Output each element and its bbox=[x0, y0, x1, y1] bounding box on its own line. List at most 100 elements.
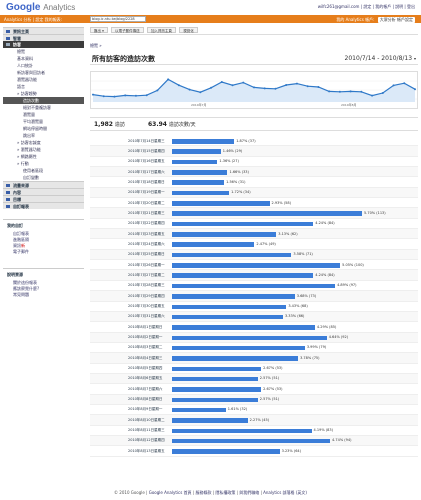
trend-point[interactable] bbox=[253, 86, 255, 89]
sidebar-item-23[interactable]: 內容 bbox=[3, 188, 84, 195]
trend-point[interactable] bbox=[210, 86, 213, 89]
visualize-button[interactable]: 視覺化 bbox=[179, 27, 198, 33]
account-dropdown[interactable]: 大眾分析 帳戶設定 bbox=[377, 16, 415, 23]
table-row[interactable]: 2010年7月27日星期二 4.24% (84) bbox=[90, 270, 418, 281]
table-row[interactable]: 2010年8月2日星期一 4.64% (92) bbox=[90, 332, 418, 343]
trend-point[interactable] bbox=[285, 84, 288, 86]
table-row[interactable]: 2010年8月12日星期四 4.74% (94) bbox=[90, 435, 418, 447]
custom-link-2[interactable]: 資訊新 bbox=[7, 243, 80, 249]
sidebar-item-19[interactable]: » 行動 bbox=[3, 160, 84, 167]
trend-point[interactable] bbox=[113, 95, 116, 98]
trend-point[interactable] bbox=[177, 84, 180, 87]
table-row[interactable]: 2010年8月11日星期三 4.19% (83) bbox=[90, 426, 418, 436]
trend-point[interactable] bbox=[414, 88, 416, 91]
custom-link-0[interactable]: 自訂報表 bbox=[7, 231, 80, 237]
sidebar-item-7[interactable]: 瀏覽器功能 bbox=[3, 76, 84, 83]
footer-link-terms[interactable]: 服務條款 bbox=[195, 490, 212, 495]
table-row[interactable]: 2010年7月20日星期二 2.93% (58) bbox=[90, 198, 418, 209]
footer-link-contact[interactable]: 與我們聯絡 bbox=[239, 490, 260, 495]
sidebar-item-25[interactable]: 自訂報表 bbox=[3, 202, 84, 209]
trend-point[interactable] bbox=[188, 88, 191, 91]
date-range-picker[interactable]: 2010/7/14 - 2010/8/13 ▾ bbox=[345, 55, 416, 62]
trend-point[interactable] bbox=[392, 84, 395, 87]
sidebar-item-21[interactable]: 自訂變數 bbox=[3, 174, 84, 181]
sidebar-item-8[interactable]: 語言 bbox=[3, 83, 84, 90]
table-row[interactable]: 2010年7月28日星期三 4.89% (97) bbox=[90, 281, 418, 292]
table-row[interactable]: 2010年7月30日星期五 3.43% (68) bbox=[90, 302, 418, 312]
sidebar-item-4[interactable]: 基本資料 bbox=[3, 55, 84, 62]
account-bar-left-links[interactable]: Analytics 分析 | 設定 我的報表: bbox=[4, 16, 62, 22]
add-to-dashboard-button[interactable]: 加入資訊主頁 bbox=[146, 27, 176, 33]
footer-link-blog[interactable]: Analytics 部落格 (英文) bbox=[263, 490, 307, 495]
user-links[interactable]: wilfc261@gmail.com | 說定 | 我的帳戶 | 說明 | 登出 bbox=[317, 4, 415, 9]
sidebar-item-16[interactable]: » 訪客忠誠度 bbox=[3, 139, 84, 146]
trend-point[interactable] bbox=[295, 82, 298, 85]
table-row[interactable]: 2010年7月23日星期五 3.13% (62) bbox=[90, 229, 418, 240]
trend-point[interactable] bbox=[381, 92, 384, 94]
sidebar-item-11[interactable]: 絕對不重複訪客 bbox=[3, 104, 84, 111]
sidebar-item-17[interactable]: » 瀏覽器功能 bbox=[3, 146, 84, 153]
trend-point[interactable] bbox=[338, 90, 341, 93]
sidebar-item-0[interactable]: 資訊主頁 bbox=[3, 27, 84, 34]
export-button[interactable]: 匯出 ▾ bbox=[90, 27, 108, 33]
sidebar-item-20[interactable]: 使用者區段 bbox=[3, 167, 84, 174]
custom-link-1[interactable]: 進階區隔 bbox=[7, 237, 80, 243]
table-row[interactable]: 2010年8月6日星期五 2.57% (51) bbox=[90, 373, 418, 385]
profile-select[interactable]: blog.ic.ntu.tw/blog/2228 bbox=[90, 16, 146, 22]
trend-point[interactable] bbox=[220, 81, 223, 83]
trend-point[interactable] bbox=[156, 89, 159, 92]
trend-point[interactable] bbox=[134, 94, 137, 97]
sidebar-item-13[interactable]: 平均瀏覽量 bbox=[3, 118, 84, 125]
sidebar-item-9[interactable]: » 訪客趨勢 bbox=[3, 90, 84, 97]
sidebar-item-3[interactable]: 總覽 bbox=[3, 48, 84, 55]
sidebar-item-14[interactable]: 網站停留時間 bbox=[3, 125, 84, 132]
sidebar-item-12[interactable]: 瀏覽量 bbox=[3, 111, 84, 118]
table-row[interactable]: 2010年8月10日星期二 2.27% (45) bbox=[90, 415, 418, 426]
table-row[interactable]: 2010年7月29日星期四 3.68% (73) bbox=[90, 291, 418, 302]
trend-point[interactable] bbox=[349, 90, 352, 93]
trend-point[interactable] bbox=[92, 93, 94, 96]
table-row[interactable]: 2010年7月14日星期三 1.87% (37) bbox=[90, 136, 418, 147]
sidebar-item-5[interactable]: 人口統計 bbox=[3, 62, 84, 69]
table-row[interactable]: 2010年8月13日星期五 3.23% (64) bbox=[90, 446, 418, 457]
table-row[interactable]: 2010年8月1日星期日 4.29% (85) bbox=[90, 322, 418, 333]
trend-point[interactable] bbox=[145, 94, 148, 97]
help-link-2[interactable]: 常見問題 bbox=[13, 292, 29, 297]
footer-link-home[interactable]: Google Analytics 首頁 bbox=[148, 490, 192, 495]
trend-point[interactable] bbox=[306, 85, 309, 88]
footer-link-privacy[interactable]: 隱私權政策 bbox=[215, 490, 236, 495]
sidebar-item-15[interactable]: 跳出率 bbox=[3, 132, 84, 139]
email-button[interactable]: 以電子郵件傳送 bbox=[111, 27, 144, 33]
trend-point[interactable] bbox=[242, 81, 245, 84]
table-row[interactable]: 2010年7月17日星期六 1.66% (33) bbox=[90, 167, 418, 178]
trend-point[interactable] bbox=[317, 86, 320, 88]
breadcrumb[interactable]: 總覽 » bbox=[90, 43, 102, 48]
table-row[interactable]: 2010年7月25日星期日 3.58% (71) bbox=[90, 249, 418, 261]
table-row[interactable]: 2010年8月5日星期四 2.67% (53) bbox=[90, 364, 418, 374]
table-row[interactable]: 2010年7月24日星期六 2.47% (49) bbox=[90, 239, 418, 250]
trend-point[interactable] bbox=[263, 87, 266, 90]
table-row[interactable]: 2010年8月4日星期三 3.78% (75) bbox=[90, 353, 418, 364]
trend-point[interactable] bbox=[167, 78, 170, 81]
trend-point[interactable] bbox=[124, 94, 127, 97]
table-row[interactable]: 2010年7月26日星期一 5.05% (100) bbox=[90, 260, 418, 271]
sidebar-item-6[interactable]: 新訪客與回訪者 bbox=[3, 69, 84, 76]
sidebar-item-18[interactable]: » 網路屬性 bbox=[3, 153, 84, 160]
table-row[interactable]: 2010年7月21日星期三 5.70% (113) bbox=[90, 208, 418, 219]
custom-link-3[interactable]: 電子郵件 bbox=[7, 249, 80, 255]
trend-point[interactable] bbox=[102, 95, 105, 98]
trend-point[interactable] bbox=[403, 82, 406, 85]
table-row[interactable]: 2010年8月8日星期日 2.57% (51) bbox=[90, 394, 418, 405]
trend-point[interactable] bbox=[371, 94, 374, 97]
table-row[interactable]: 2010年7月15日星期四 1.46% (29) bbox=[90, 146, 418, 157]
table-row[interactable]: 2010年8月7日星期六 2.67% (53) bbox=[90, 384, 418, 395]
table-row[interactable]: 2010年8月3日星期二 3.99% (79) bbox=[90, 343, 418, 354]
table-row[interactable]: 2010年7月18日星期日 1.56% (31) bbox=[90, 177, 418, 188]
trend-point[interactable] bbox=[231, 84, 234, 87]
sidebar-item-24[interactable]: 目標 bbox=[3, 195, 84, 202]
sidebar-item-22[interactable]: 流量來源 bbox=[3, 181, 84, 188]
sidebar-item-1[interactable]: 智慧 bbox=[3, 34, 84, 41]
help-link-0[interactable]: 關於這份報表 bbox=[13, 280, 37, 285]
sidebar-item-10[interactable]: 造訪次數 bbox=[3, 97, 84, 104]
trend-point[interactable] bbox=[360, 90, 363, 93]
